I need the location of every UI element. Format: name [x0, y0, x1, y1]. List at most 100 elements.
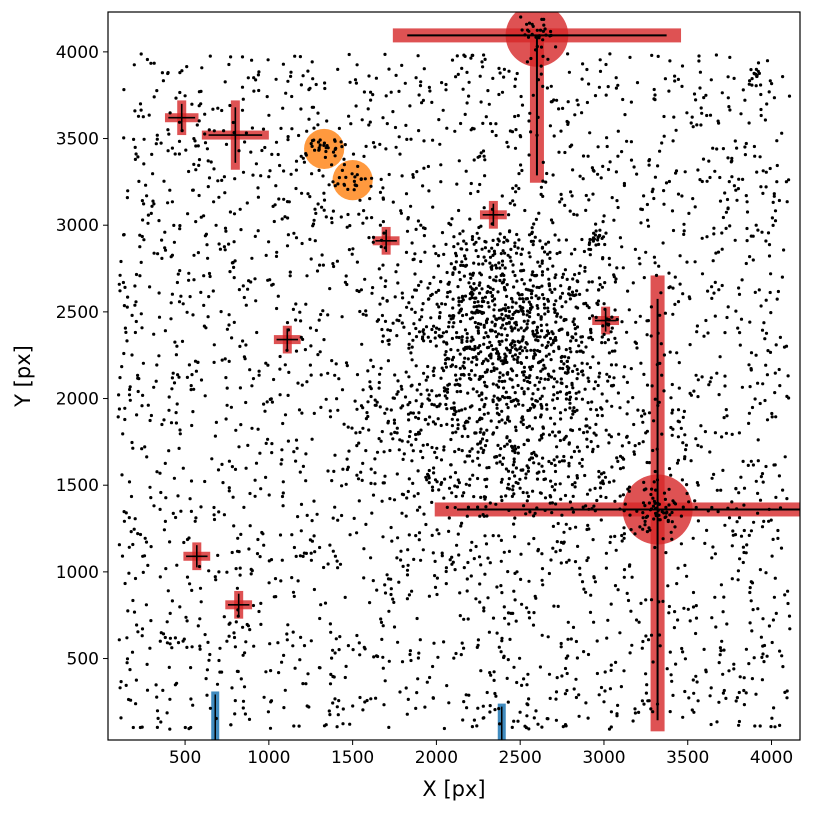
data-point: [633, 247, 638, 251]
data-point: [521, 468, 525, 472]
data-point: [144, 603, 148, 607]
data-point: [152, 95, 156, 99]
data-point: [353, 183, 357, 187]
data-point: [525, 322, 529, 326]
data-point: [502, 550, 506, 554]
data-point: [447, 320, 451, 324]
data-point: [670, 433, 674, 437]
data-point: [588, 426, 592, 430]
data-point: [655, 478, 660, 482]
data-point: [631, 396, 635, 400]
data-point: [346, 644, 350, 648]
data-point: [410, 345, 414, 349]
data-point: [332, 469, 336, 473]
data-point: [194, 144, 198, 148]
data-point: [167, 132, 171, 136]
data-point: [342, 157, 346, 161]
data-point: [126, 189, 130, 193]
data-point: [372, 655, 376, 659]
data-point: [590, 400, 594, 404]
data-point: [400, 63, 404, 67]
data-point: [132, 610, 137, 614]
data-point: [564, 522, 568, 526]
data-point: [525, 22, 529, 26]
data-point: [387, 725, 391, 730]
data-point: [188, 582, 192, 586]
data-point: [462, 491, 466, 495]
data-point: [676, 618, 680, 622]
data-point: [425, 388, 429, 392]
data-point: [755, 170, 759, 174]
data-point: [728, 55, 732, 60]
data-point: [293, 666, 297, 670]
data-point: [695, 680, 699, 684]
data-point: [178, 90, 182, 95]
data-point: [482, 53, 486, 57]
data-point: [662, 389, 666, 393]
data-point: [486, 89, 490, 93]
data-point: [501, 249, 505, 253]
data-point: [167, 408, 171, 412]
data-point: [531, 284, 535, 288]
data-point: [656, 508, 660, 512]
data-point: [312, 138, 316, 142]
data-point: [617, 432, 621, 436]
data-point: [444, 365, 448, 369]
data-point: [552, 393, 556, 397]
data-point: [491, 287, 495, 291]
data-point: [510, 130, 515, 134]
data-point: [737, 431, 742, 435]
data-point: [239, 677, 243, 681]
data-point: [539, 315, 543, 319]
data-point: [642, 488, 646, 492]
data-point: [527, 251, 531, 255]
data-point: [366, 107, 370, 111]
data-point: [417, 432, 422, 436]
data-point: [526, 469, 531, 473]
data-point: [494, 502, 498, 506]
data-point: [364, 449, 368, 453]
data-point: [471, 387, 475, 391]
data-point: [300, 383, 304, 387]
data-point: [614, 76, 618, 80]
data-point: [506, 239, 510, 243]
data-point: [267, 581, 271, 585]
data-point: [427, 85, 431, 89]
data-point: [294, 459, 298, 463]
data-point: [773, 209, 778, 213]
data-point: [504, 467, 508, 471]
data-point: [310, 539, 314, 543]
data-point: [206, 159, 210, 163]
data-point: [485, 321, 489, 325]
data-point: [238, 566, 242, 570]
data-point: [728, 108, 732, 112]
data-point: [721, 610, 725, 614]
data-point: [712, 226, 716, 230]
data-point: [652, 196, 656, 201]
data-point: [422, 139, 426, 143]
data-point: [374, 403, 378, 407]
data-point: [148, 285, 152, 289]
extended-source-marker: [332, 160, 373, 201]
data-point: [759, 107, 763, 112]
data-point: [571, 409, 575, 413]
data-point: [775, 139, 779, 143]
data-point: [336, 518, 340, 522]
data-point: [511, 484, 515, 488]
data-point: [562, 362, 566, 366]
data-point: [465, 454, 469, 458]
data-point: [196, 144, 200, 148]
data-point: [437, 488, 441, 492]
data-point: [731, 529, 735, 533]
data-point: [657, 600, 661, 604]
data-point: [635, 509, 639, 513]
data-point: [523, 208, 527, 213]
data-point: [285, 348, 289, 352]
data-point: [219, 310, 223, 314]
data-point: [599, 685, 604, 690]
data-point: [367, 123, 371, 127]
data-point: [214, 223, 218, 227]
data-point: [459, 653, 463, 657]
data-point: [171, 371, 175, 375]
data-point: [642, 480, 646, 484]
